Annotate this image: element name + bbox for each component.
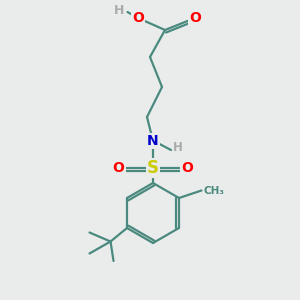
Text: N: N <box>147 134 159 148</box>
Text: H: H <box>114 4 124 17</box>
Text: S: S <box>147 159 159 177</box>
Text: O: O <box>189 11 201 25</box>
Text: O: O <box>112 161 124 175</box>
Text: H: H <box>172 141 182 154</box>
Text: CH₃: CH₃ <box>204 185 225 196</box>
Text: O: O <box>132 11 144 25</box>
Text: O: O <box>182 161 194 175</box>
